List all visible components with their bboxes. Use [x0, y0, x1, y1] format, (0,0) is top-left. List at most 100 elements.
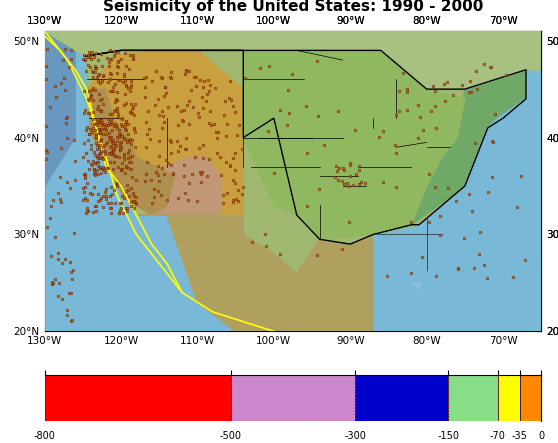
Point — [116, 147, 124, 154]
Point — [84, 109, 93, 117]
Point — [85, 165, 94, 172]
Point — [417, 253, 426, 260]
Point — [229, 177, 238, 184]
Point — [102, 139, 111, 146]
Point — [379, 179, 388, 186]
Point — [89, 165, 98, 172]
Point — [80, 194, 89, 202]
Point — [200, 78, 209, 85]
Point — [90, 53, 99, 60]
Point — [95, 96, 104, 103]
Point — [93, 153, 102, 160]
Point — [117, 144, 126, 151]
Point — [65, 185, 74, 192]
Point — [84, 97, 93, 104]
Point — [331, 173, 340, 180]
Point — [116, 167, 125, 174]
Point — [131, 193, 140, 200]
Polygon shape — [86, 51, 243, 215]
Point — [163, 104, 172, 111]
Point — [395, 108, 403, 115]
Point — [68, 275, 76, 282]
Point — [42, 155, 51, 163]
Point — [92, 122, 101, 129]
Point — [79, 110, 88, 117]
Point — [107, 148, 116, 155]
Point — [123, 136, 132, 143]
Point — [454, 265, 463, 272]
Point — [429, 82, 438, 89]
Point — [86, 189, 95, 196]
Point — [86, 142, 95, 149]
Point — [113, 183, 122, 190]
Point — [97, 117, 105, 124]
Point — [129, 54, 138, 62]
Point — [94, 129, 103, 136]
Point — [413, 134, 422, 141]
Point — [112, 108, 121, 115]
Point — [490, 110, 499, 117]
Point — [181, 135, 190, 142]
Point — [340, 166, 349, 173]
Point — [344, 218, 353, 225]
Point — [426, 108, 435, 115]
Point — [166, 162, 175, 169]
Point — [98, 203, 107, 210]
Point — [99, 144, 108, 151]
Point — [128, 55, 137, 62]
Point — [141, 84, 150, 91]
Point — [352, 171, 360, 178]
Point — [93, 74, 102, 81]
Point — [129, 124, 138, 131]
Point — [155, 112, 163, 119]
Point — [97, 137, 106, 144]
Point — [97, 135, 105, 142]
Point — [142, 171, 151, 178]
Point — [345, 159, 354, 166]
Point — [197, 171, 206, 178]
Point — [458, 81, 467, 88]
Point — [349, 182, 358, 189]
Point — [112, 63, 121, 70]
Point — [264, 62, 273, 70]
Point — [131, 176, 140, 183]
Point — [53, 190, 62, 197]
Point — [41, 122, 50, 129]
Point — [94, 162, 103, 169]
Point — [111, 49, 120, 56]
Point — [213, 135, 222, 142]
Point — [54, 249, 62, 256]
Point — [337, 246, 346, 253]
Point — [79, 55, 88, 62]
Point — [111, 121, 120, 128]
Point — [453, 264, 462, 271]
Point — [475, 228, 484, 235]
Point — [94, 151, 103, 158]
Point — [97, 50, 105, 57]
Point — [109, 122, 118, 129]
Point — [86, 53, 95, 60]
Point — [117, 56, 126, 63]
Point — [194, 145, 203, 152]
Point — [103, 122, 112, 129]
Bar — [519, 375, 541, 421]
Point — [85, 64, 94, 71]
Point — [153, 95, 162, 102]
Point — [130, 101, 139, 108]
Polygon shape — [297, 234, 541, 331]
Point — [82, 67, 91, 74]
Point — [100, 126, 109, 133]
Point — [108, 145, 117, 152]
Point — [467, 89, 476, 96]
Point — [126, 185, 135, 192]
Point — [124, 192, 133, 199]
Point — [226, 163, 235, 170]
Point — [314, 113, 323, 120]
Point — [206, 82, 215, 89]
Point — [230, 179, 239, 186]
Point — [98, 101, 107, 108]
Point — [90, 171, 99, 178]
Point — [119, 136, 128, 143]
Point — [128, 52, 137, 59]
Point — [116, 143, 124, 150]
